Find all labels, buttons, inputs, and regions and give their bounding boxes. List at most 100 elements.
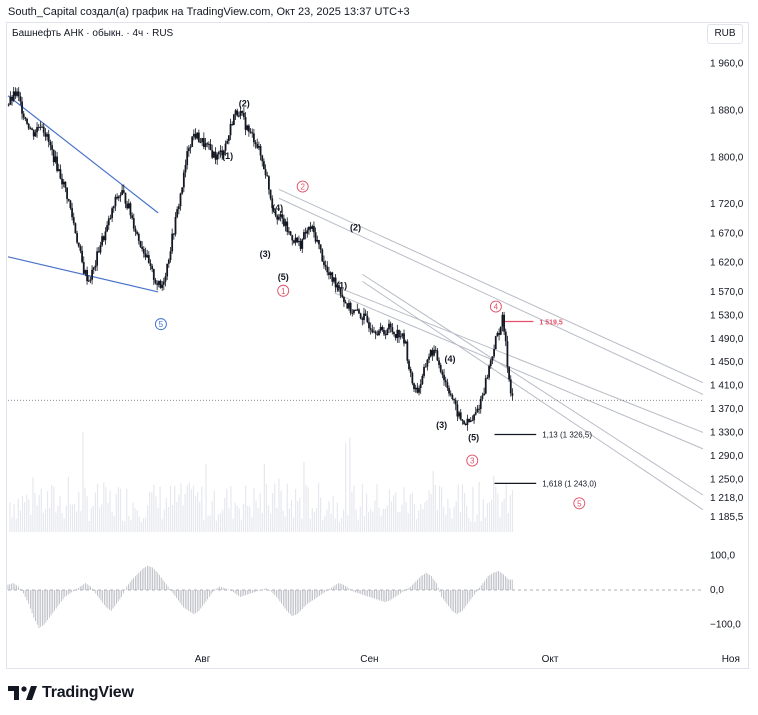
candle-body (384, 334, 387, 336)
volume-bar (359, 507, 361, 532)
candle-body (306, 230, 309, 234)
volume-bar (140, 521, 142, 532)
candle-body (498, 332, 500, 335)
oscillator-tick: 100,0 (710, 550, 735, 561)
candle-body (122, 190, 125, 193)
volume-bar (388, 489, 391, 532)
volume-bars (9, 432, 514, 532)
volume-bar (111, 511, 113, 532)
volume-bar (284, 516, 286, 532)
candle-body (227, 135, 230, 141)
volume-bar (17, 498, 19, 532)
candle-body (326, 266, 329, 273)
candle-body (14, 91, 17, 96)
oscillator-tick: 0,0 (710, 585, 724, 596)
volume-bar (90, 507, 92, 532)
volume-bar (190, 488, 192, 532)
volume-bar (249, 506, 251, 532)
candle-body (262, 161, 265, 170)
wave-label: (2) (239, 98, 250, 108)
volume-bar (184, 493, 186, 532)
candle-body (299, 241, 302, 249)
volume-bar (336, 502, 338, 532)
candle-body (336, 285, 339, 288)
candle-body (224, 143, 227, 151)
volume-bar (342, 509, 345, 532)
candle-body (239, 110, 242, 116)
volume-bar (201, 486, 203, 532)
candle-body (393, 332, 395, 335)
volume-bar (99, 507, 101, 532)
volume-bar (332, 495, 334, 532)
candle-body (269, 189, 272, 199)
volume-bar (186, 485, 188, 532)
candle-body (433, 349, 435, 356)
candle-body (446, 382, 449, 389)
candle-body (338, 285, 340, 289)
candle-body (161, 284, 164, 288)
price-tick: 1 450,0 (710, 357, 744, 368)
candle-body (361, 318, 364, 320)
candle-body (501, 314, 504, 327)
candle-body (389, 323, 392, 328)
volume-bar (82, 432, 84, 532)
candle-body (191, 136, 194, 147)
volume-bar (9, 502, 11, 532)
candle-body (441, 371, 444, 375)
volume-bar (263, 463, 265, 532)
candle-body (169, 251, 172, 260)
volume-bar (40, 488, 42, 532)
candle-body (207, 143, 210, 145)
candle-body (86, 270, 88, 282)
candle-body (147, 255, 150, 264)
volume-bar (432, 470, 434, 532)
volume-bar (376, 484, 378, 532)
volume-bar (96, 483, 99, 532)
volume-bar (182, 505, 184, 532)
candle-body (76, 233, 78, 243)
volume-bar (459, 512, 461, 532)
volume-bar (211, 500, 213, 532)
volume-bar (272, 493, 274, 532)
candle-body (164, 276, 167, 282)
tradingview-logo[interactable]: TradingView (8, 684, 134, 702)
volume-bar (422, 509, 424, 532)
volume-bar (169, 485, 172, 532)
candle-body (321, 249, 324, 262)
wave-circle (154, 318, 167, 331)
candle-body (251, 132, 254, 134)
candle-body (212, 151, 215, 158)
volume-bar (257, 508, 259, 532)
volume-bar (192, 485, 195, 532)
volume-bar (426, 500, 428, 532)
volume-bar (418, 510, 420, 532)
candle-body (152, 269, 155, 280)
candle-body (114, 196, 117, 207)
candle-body (231, 124, 234, 126)
candle-body (229, 124, 232, 136)
candle-body (274, 210, 277, 216)
volume-bar (76, 511, 78, 532)
candle-body (329, 272, 332, 276)
candle-body (358, 309, 360, 314)
volume-bar (409, 494, 411, 532)
candle-body (232, 114, 235, 125)
candle-body (107, 218, 110, 226)
volume-bar (224, 498, 226, 532)
price-tick: 1 720,0 (710, 199, 744, 210)
candle-body (149, 263, 152, 266)
currency-button[interactable]: RUB (707, 24, 743, 44)
candle-body (489, 360, 492, 367)
volume-bar (194, 495, 197, 532)
price-tick: 1 290,0 (710, 451, 744, 462)
candle-body (496, 332, 499, 337)
volume-bar (511, 490, 514, 532)
trendline-channel-3 (334, 285, 704, 433)
volume-bar (384, 508, 386, 532)
volume-bar (486, 503, 489, 532)
price-tick: 1 330,0 (710, 427, 744, 438)
volume-bar (165, 497, 167, 532)
candle-body (381, 326, 384, 330)
volume-bar (478, 482, 480, 532)
